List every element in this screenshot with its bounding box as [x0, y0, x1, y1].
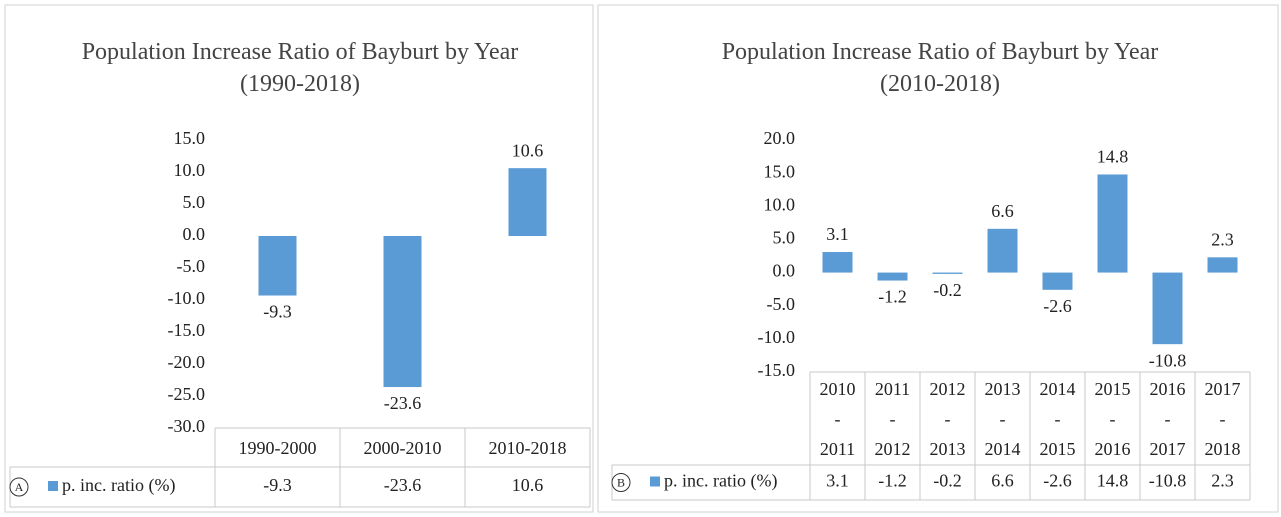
- panel-label: B: [617, 475, 625, 489]
- x-tick-label: 2017 - 2018: [1204, 378, 1241, 459]
- x-tick-label: 2013 - 2014: [984, 378, 1021, 459]
- legend-label: p. inc. ratio (%): [664, 471, 777, 492]
- table-value: 3.1: [826, 471, 849, 491]
- legend-swatch: [650, 476, 660, 487]
- bar: [1152, 272, 1183, 345]
- table-value: -1.2: [878, 471, 907, 491]
- legend-label: p. inc. ratio (%): [62, 475, 175, 496]
- panel-label: A: [15, 480, 24, 494]
- legend-swatch: [48, 481, 58, 491]
- x-tick-label: 2010 - 2011: [819, 378, 856, 459]
- bar: [1207, 257, 1238, 273]
- data-label: -0.2: [933, 280, 962, 300]
- panel-badge: [9, 477, 29, 497]
- x-tick-label: 1990-2000: [238, 437, 317, 458]
- bar: [1097, 174, 1128, 273]
- y-tick-label: 5.0: [183, 192, 206, 212]
- data-label: -23.6: [384, 393, 422, 413]
- y-tick-label: 10.0: [174, 160, 206, 180]
- bar: [987, 228, 1018, 273]
- data-label: 14.8: [1097, 147, 1129, 167]
- x-tick-label: 2014 - 2015: [1039, 378, 1076, 459]
- data-label: 10.6: [512, 140, 544, 160]
- x-tick-label: 2012 - 2013: [929, 378, 966, 459]
- y-tick-label: 5.0: [773, 228, 796, 248]
- table-value: 14.8: [1097, 471, 1129, 491]
- bar: [932, 272, 963, 274]
- table-value: -10.8: [1149, 471, 1187, 491]
- y-tick-label: -15.0: [168, 320, 206, 340]
- bar: [383, 236, 422, 388]
- y-tick-label: 15.0: [174, 128, 206, 148]
- data-label: -2.6: [1043, 296, 1072, 316]
- chart-title: Population Increase Ratio of Bayburt by …: [721, 39, 1159, 97]
- table-value: 10.6: [512, 475, 544, 495]
- data-label: 3.1: [826, 224, 849, 244]
- y-tick-label: -15.0: [758, 360, 796, 380]
- x-tick-label: 2015 - 2016: [1094, 378, 1131, 459]
- data-label: -10.8: [1149, 350, 1187, 370]
- y-tick-label: 0.0: [183, 224, 206, 244]
- table-value: -0.2: [933, 471, 962, 491]
- y-tick-label: -10.0: [758, 327, 796, 347]
- y-tick-label: -25.0: [168, 384, 206, 404]
- panel-border: [597, 4, 1279, 513]
- x-tick-label: 2000-2010: [363, 437, 442, 458]
- bar: [877, 272, 908, 281]
- y-tick-label: -5.0: [767, 294, 796, 314]
- table-value: 6.6: [991, 471, 1014, 491]
- table-value: -2.6: [1043, 471, 1072, 491]
- data-label: -9.3: [263, 302, 292, 322]
- bar: [1042, 272, 1073, 290]
- table-value: -9.3: [263, 475, 292, 495]
- data-label: 6.6: [991, 201, 1014, 221]
- y-tick-label: 0.0: [773, 261, 796, 281]
- y-tick-label: -10.0: [168, 288, 206, 308]
- x-tick-label: 2011 - 2012: [874, 378, 911, 459]
- y-tick-label: -5.0: [177, 256, 206, 276]
- bar: [822, 252, 853, 273]
- bar: [508, 168, 547, 236]
- y-tick-label: 10.0: [764, 194, 796, 214]
- x-tick-label: 2010-2018: [488, 437, 567, 458]
- table-value: 2.3: [1211, 471, 1234, 491]
- y-tick-label: 15.0: [764, 161, 796, 181]
- table-value: -23.6: [384, 475, 422, 495]
- data-label: -1.2: [878, 287, 907, 307]
- chart-title: Population Increase Ratio of Bayburt by …: [81, 39, 519, 97]
- y-tick-label: 20.0: [764, 128, 796, 148]
- panel-badge: [611, 473, 631, 492]
- x-tick-label: 2016 - 2017: [1149, 378, 1186, 459]
- y-tick-label: -30.0: [168, 416, 206, 436]
- panel-border: [4, 4, 594, 513]
- data-label: 2.3: [1211, 229, 1234, 249]
- bar: [258, 236, 297, 296]
- y-tick-label: -20.0: [168, 352, 206, 372]
